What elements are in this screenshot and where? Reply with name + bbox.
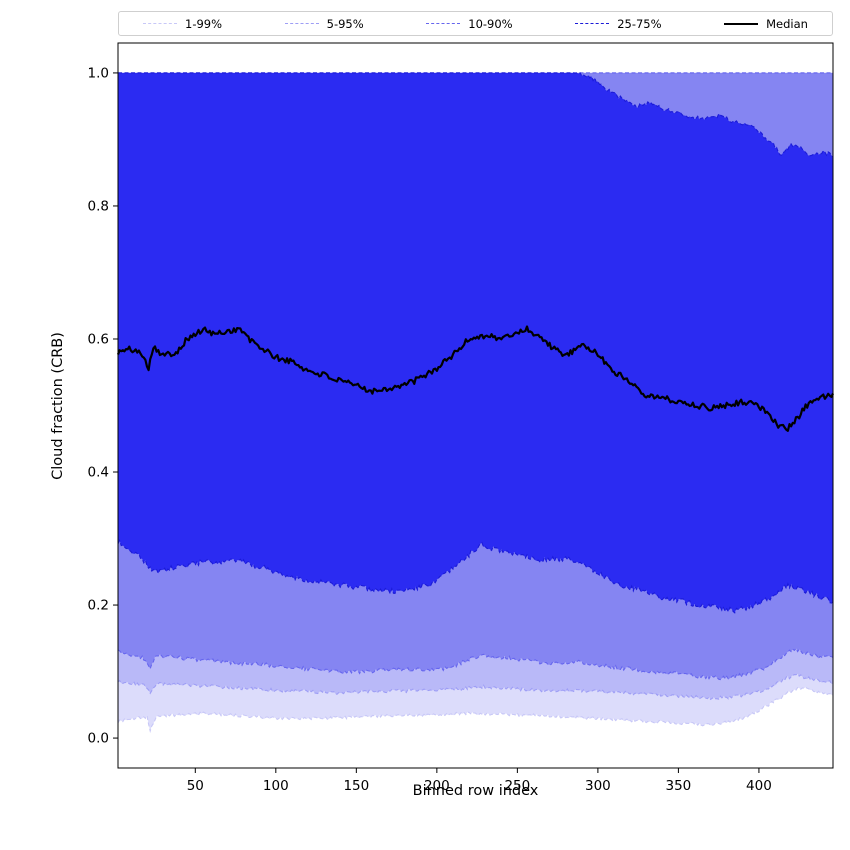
legend-line-sample [426, 23, 461, 24]
band-lower-edge [117, 673, 834, 701]
x-axis: 50 100 150 200 250 300 350 400 [187, 768, 772, 794]
legend-item-1-99-[interactable]: 1-99% [143, 17, 222, 31]
y-axis-label: Cloud fraction (CRB) [50, 332, 66, 480]
x-axis-label: Binned row index [412, 783, 539, 799]
legend-label: 1-99% [185, 16, 223, 31]
legend-label: Median [766, 16, 808, 31]
legend-line-sample [143, 23, 177, 24]
x-tick-label: 350 [666, 778, 692, 794]
band-25-75- [118, 72, 833, 613]
band-lower-edge [117, 539, 834, 614]
legend-line-sample [575, 23, 610, 24]
x-tick-label: 400 [746, 778, 772, 794]
legend-line-sample [284, 23, 319, 24]
x-tick-label: 200 [424, 778, 450, 794]
x-tick-label: 150 [343, 778, 369, 794]
y-axis: 0.0 0.2 0.4 0.6 0.8 1.0 [88, 65, 118, 747]
x-tick-label: 50 [187, 778, 204, 794]
x-tick-label: 300 [585, 778, 611, 794]
y-tick-label: 1.0 [88, 65, 109, 81]
legend-item-5-95-[interactable]: 5-95% [284, 16, 364, 31]
legend-label: 10-90% [468, 16, 513, 31]
legend-line-sample [724, 22, 759, 25]
y-tick-label: 0.2 [88, 598, 109, 614]
band-lower-edge [117, 686, 834, 734]
legend-item-median[interactable]: Median [724, 17, 808, 31]
plot-border [117, 42, 834, 769]
x-tick-label: 250 [504, 778, 530, 794]
band-upper-edge [118, 72, 834, 158]
legend: 1-99% 5-95% 10-90% 25-75% Median [118, 11, 833, 36]
band-lower-edge [117, 647, 834, 681]
legend-item-10-90-[interactable]: 10-90% [426, 16, 513, 31]
legend-label: 25-75% [617, 16, 662, 31]
legend-label: 5-95% [326, 16, 364, 31]
y-tick-label: 0.0 [88, 731, 109, 747]
y-tick-label: 0.4 [88, 465, 109, 481]
x-tick-label: 100 [263, 778, 289, 794]
y-tick-label: 0.6 [88, 331, 109, 347]
median-line [116, 325, 834, 432]
y-tick-label: 0.8 [88, 198, 109, 214]
legend-item-25-75-[interactable]: 25-75% [575, 16, 662, 31]
